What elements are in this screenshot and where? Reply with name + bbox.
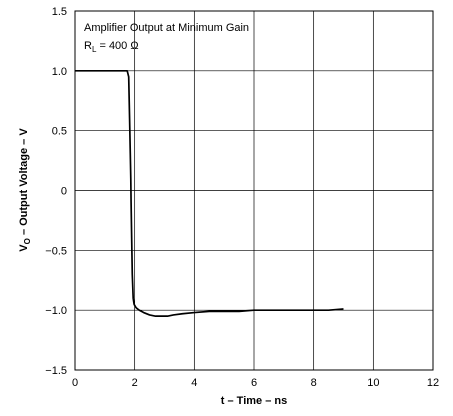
- x-tick-label: 8: [311, 377, 317, 389]
- x-tick-label: 4: [191, 377, 197, 389]
- annotation: Amplifier Output at Minimum Gain RL = 40…: [84, 22, 249, 54]
- x-tick-label: 10: [367, 377, 379, 389]
- y-tick-label: 0.5: [52, 126, 67, 138]
- y-tick-label: 0: [61, 186, 67, 198]
- y-tick-label: −1.5: [45, 365, 67, 377]
- grid-lines: [74, 10, 434, 371]
- y-tick-label: −1.0: [45, 305, 67, 317]
- annotation-line1: Amplifier Output at Minimum Gain: [84, 22, 249, 34]
- y-tick-labels: 1.5 1.0 0.5 0 −0.5 −1.0 −1.5: [45, 6, 67, 377]
- x-tick-label: 12: [427, 377, 439, 389]
- x-tick-label: 6: [251, 377, 257, 389]
- x-tick-label: 2: [132, 377, 138, 389]
- y-tick-label: 1.0: [52, 66, 67, 78]
- y-tick-label: −0.5: [45, 245, 67, 257]
- y-axis-title: VO – Output Voltage – V: [18, 128, 32, 252]
- x-tick-label: 0: [72, 377, 78, 389]
- annotation-line2: RL = 400 Ω: [84, 40, 139, 54]
- x-axis-title: t – Time – ns: [221, 395, 287, 407]
- plot-frame: [74, 10, 434, 371]
- output-voltage-trace: [75, 69, 344, 317]
- y-tick-label: 1.5: [52, 6, 67, 18]
- x-tick-labels: 0 2 4 6 8 10 12: [72, 377, 439, 389]
